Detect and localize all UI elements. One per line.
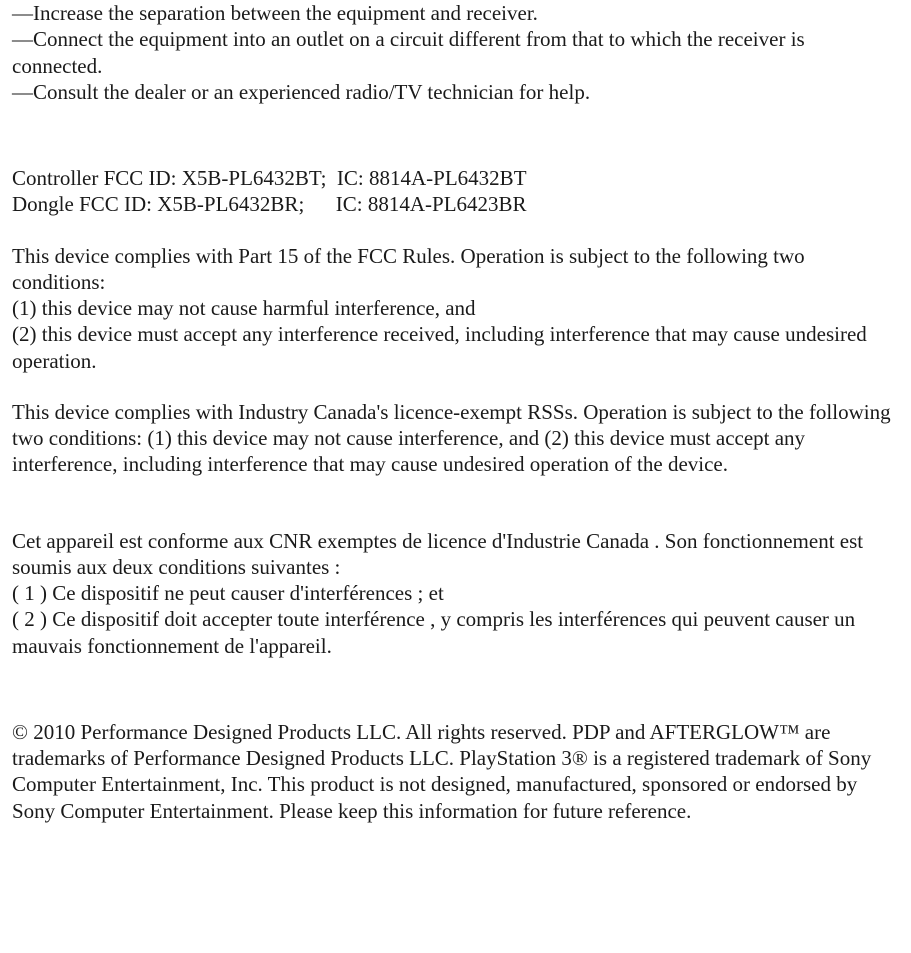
tip-outlet: —Connect the equipment into an outlet on… (12, 26, 899, 79)
ic-fr-condition-1: ( 1 ) Ce dispositif ne peut causer d'int… (12, 580, 899, 606)
industry-canada-english: This device complies with Industry Canad… (12, 399, 899, 478)
ic-fr-intro: Cet appareil est conforme aux CNR exempt… (12, 528, 899, 581)
fcc-intro: This device complies with Part 15 of the… (12, 243, 899, 296)
fcc-condition-1: (1) this device may not cause harmful in… (12, 295, 899, 321)
troubleshooting-tips: —Increase the separation between the equ… (12, 0, 899, 105)
industry-canada-french: Cet appareil est conforme aux CNR exempt… (12, 528, 899, 659)
fcc-condition-2: (2) this device must accept any interfer… (12, 321, 899, 374)
tip-separation: —Increase the separation between the equ… (12, 0, 899, 26)
controller-fcc-id: Controller FCC ID: X5B-PL6432BT; IC: 881… (12, 165, 899, 191)
copyright-text: © 2010 Performance Designed Products LLC… (12, 720, 871, 823)
device-ids: Controller FCC ID: X5B-PL6432BT; IC: 881… (12, 165, 899, 218)
tip-consult-dealer: —Consult the dealer or an experienced ra… (12, 79, 899, 105)
copyright-notice: © 2010 Performance Designed Products LLC… (12, 719, 899, 824)
ic-en-text: This device complies with Industry Canad… (12, 400, 891, 477)
ic-fr-condition-2: ( 2 ) Ce dispositif doit accepter toute … (12, 606, 899, 659)
fcc-compliance: This device complies with Part 15 of the… (12, 243, 899, 374)
dongle-fcc-id: Dongle FCC ID: X5B-PL6432BR; IC: 8814A-P… (12, 191, 899, 217)
